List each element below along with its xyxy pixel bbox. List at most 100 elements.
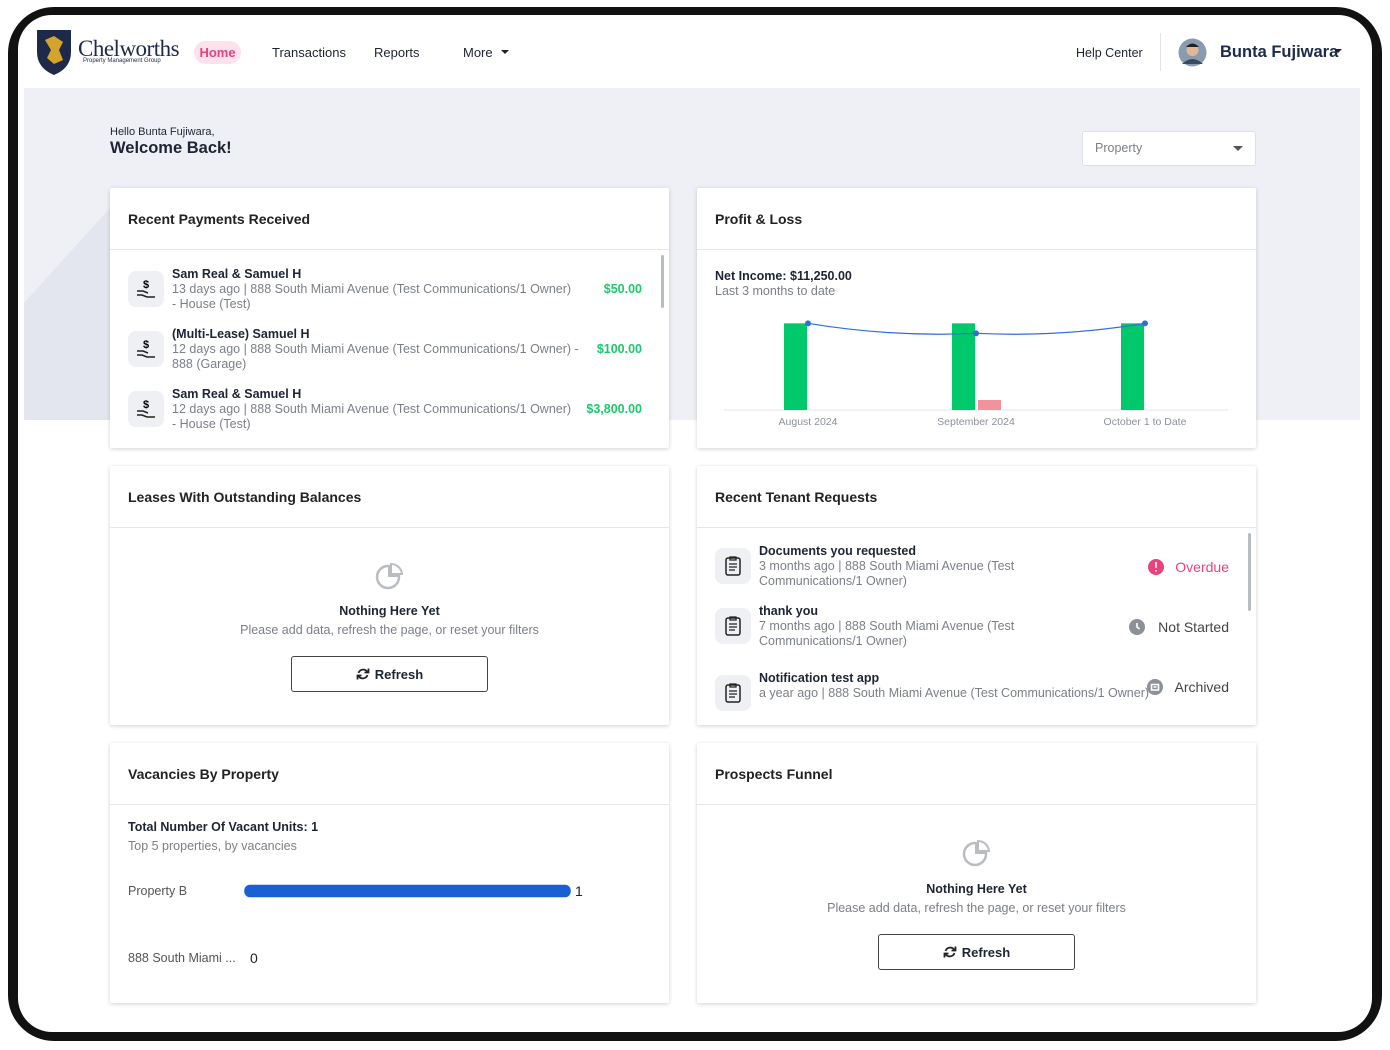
leases-card: Leases With Outstanding Balances Nothing… — [110, 466, 669, 725]
item-icon: $ — [128, 391, 164, 427]
card-title: Prospects Funnel — [715, 766, 833, 782]
bar — [244, 884, 571, 898]
request-status: Overdue — [1175, 559, 1229, 575]
refresh-icon — [356, 668, 370, 680]
status-icon-glyph — [1150, 683, 1160, 691]
scrollbar[interactable] — [661, 255, 664, 308]
empty-text: Please add data, refresh the page, or re… — [240, 623, 539, 637]
caret — [1334, 49, 1342, 53]
icon-shape — [729, 683, 737, 698]
period: Last 3 months to date — [715, 284, 836, 298]
empty-icon — [962, 839, 991, 867]
empty-text: Please add data, refresh the page, or re… — [827, 901, 1126, 915]
payment-meta: 13 days ago | 888 South Miami Avenue (Te… — [172, 282, 572, 311]
payer-name: (Multi-Lease) Samuel H — [172, 327, 310, 341]
profit-loss-card: Profit & Loss Net Income: $11,250.00 Las… — [697, 188, 1256, 448]
card-title: Vacancies By Property — [128, 766, 279, 782]
x-tick-label: October 1 to Date — [1104, 416, 1187, 428]
icon-shape — [137, 290, 155, 298]
nav-link[interactable]: Transactions — [272, 45, 346, 60]
net-income: Net Income: $11,250.00 — [715, 269, 852, 283]
payer-name: Sam Real & Samuel H — [172, 387, 302, 401]
caret — [501, 50, 509, 54]
request-status: Archived — [1174, 679, 1229, 695]
value-label: 0 — [250, 950, 258, 966]
request-meta: 3 months ago | 888 South Miami Avenue (T… — [759, 559, 1015, 588]
icon-shape — [137, 350, 155, 358]
hero-shape — [24, 208, 110, 420]
icon-shape — [725, 684, 741, 703]
logo — [37, 30, 71, 75]
bar — [1121, 323, 1144, 410]
icon: $ — [137, 339, 155, 358]
line-point — [805, 320, 811, 327]
icon-glyph: $ — [143, 339, 149, 351]
bar — [978, 400, 1001, 410]
icon-glyph: $ — [143, 399, 149, 411]
payments-card: Recent Payments Received $ Sam Real & Sam… — [110, 188, 669, 448]
divider — [1160, 33, 1161, 71]
greeting-welcome: Welcome Back! — [110, 139, 232, 157]
item-icon: $ — [128, 331, 164, 367]
status-icon — [1129, 619, 1145, 635]
status-icon — [1147, 679, 1163, 695]
bar — [952, 323, 975, 410]
icon: $ — [137, 279, 155, 298]
scrollbar[interactable] — [1248, 533, 1251, 611]
nav-link[interactable]: More — [463, 45, 493, 60]
card-title: Recent Tenant Requests — [715, 489, 878, 505]
line-point — [1142, 320, 1148, 327]
card-title: Recent Payments Received — [128, 211, 311, 227]
profit-chart: August 2024 September 2024 October 1 to Da… — [724, 320, 1228, 428]
request-title: Documents you requested — [759, 544, 916, 558]
request-meta: 7 months ago | 888 South Miami Avenue (T… — [759, 619, 1015, 648]
brand-sub: Property Management Group — [83, 58, 161, 64]
button-label: Refresh — [961, 944, 1011, 960]
nav-link[interactable]: Reports — [374, 45, 420, 60]
caret — [1233, 146, 1243, 151]
empty-title: Nothing Here Yet — [926, 882, 1027, 896]
payment-amount: $3,800.00 — [586, 402, 642, 416]
x-tick-label: September 2024 — [937, 416, 1015, 428]
greeting-hello: Hello Bunta Fujiwara, — [110, 126, 215, 138]
vacancy-subtitle: Top 5 properties, by vacancies — [128, 839, 297, 853]
card-title: Leases With Outstanding Balances — [128, 489, 362, 505]
item-icon — [715, 608, 751, 644]
empty-icon — [375, 562, 404, 590]
empty-title: Nothing Here Yet — [339, 604, 440, 618]
avatar[interactable] — [1178, 38, 1207, 67]
request-title: thank you — [759, 604, 819, 618]
item-icon: $ — [128, 271, 164, 307]
request-meta: a year ago | 888 South Miami Avenue (Tes… — [759, 686, 1150, 700]
item-icon — [715, 675, 751, 711]
property-filter[interactable]: Property — [1082, 131, 1256, 166]
category-label: Property B — [128, 884, 187, 898]
prospects-card: Prospects Funnel Nothing Here Yet Please… — [697, 743, 1256, 1003]
icon — [725, 556, 741, 576]
refresh-icon — [943, 946, 957, 958]
refresh-button[interactable]: Refresh — [878, 934, 1075, 970]
category-label: 888 South Miami ... — [128, 951, 236, 965]
icon-shape — [137, 410, 155, 418]
vacancy-total: Total Number Of Vacant Units: 1 — [128, 820, 319, 834]
bar — [784, 323, 807, 410]
nav-link[interactable]: Home — [194, 41, 241, 64]
status-icon-glyph — [1136, 623, 1140, 630]
filter-label: Property — [1095, 141, 1143, 155]
payer-name: Sam Real & Samuel H — [172, 267, 302, 281]
help-link[interactable]: Help Center — [1076, 46, 1143, 60]
payment-amount: $50.00 — [603, 282, 642, 296]
payment-amount: $100.00 — [596, 342, 642, 356]
x-tick-label: August 2024 — [779, 416, 838, 428]
icon — [725, 683, 741, 703]
requests-card: Recent Tenant Requests Documents you req… — [697, 466, 1256, 725]
request-title: Notification test app — [759, 671, 880, 685]
icon-shape — [725, 557, 741, 576]
request-status: Not Started — [1158, 619, 1229, 635]
refresh-button[interactable]: Refresh — [291, 656, 488, 692]
payment-meta: 12 days ago | 888 South Miami Avenue (Te… — [172, 342, 579, 371]
icon-shape — [725, 617, 741, 636]
user-name[interactable]: Bunta Fujiwara — [1220, 43, 1339, 61]
